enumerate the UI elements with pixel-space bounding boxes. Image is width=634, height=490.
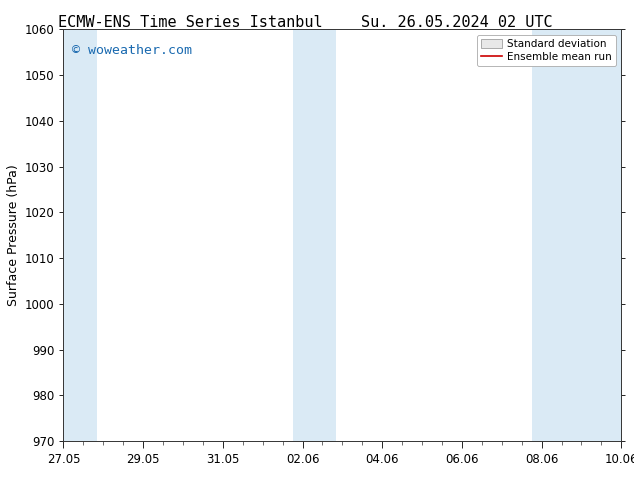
Text: ECMW-ENS Time Series Istanbul: ECMW-ENS Time Series Istanbul [58, 15, 323, 30]
Legend: Standard deviation, Ensemble mean run: Standard deviation, Ensemble mean run [477, 35, 616, 66]
Bar [532, 29, 621, 441]
Bar [292, 29, 337, 441]
Bar [63, 29, 97, 441]
Y-axis label: Surface Pressure (hPa): Surface Pressure (hPa) [8, 164, 20, 306]
Text: Su. 26.05.2024 02 UTC: Su. 26.05.2024 02 UTC [361, 15, 552, 30]
Text: © woweather.com: © woweather.com [72, 44, 191, 57]
